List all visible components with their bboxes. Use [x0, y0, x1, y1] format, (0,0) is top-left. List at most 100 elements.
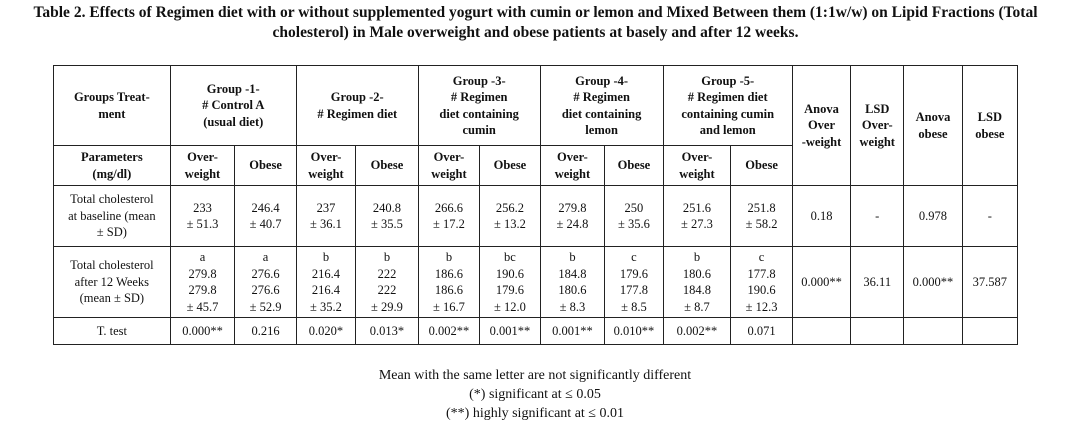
table-row-12-weeks: Total cholesterol after 12 Weeks (mean ± S…: [53, 246, 1019, 318]
table-footnotes: Mean with the same letter are not signif…: [300, 366, 770, 423]
text-line: ± 40.7: [249, 217, 282, 231]
table-row-t-test: T. test 0.000** 0.216 0.020* 0.013* 0.00…: [53, 317, 1019, 345]
text-line: bc: [504, 250, 516, 264]
text-line: 184.8: [682, 283, 712, 297]
group-header-row: Groups Treat-ment Group -1- # Control A (u…: [53, 65, 1019, 186]
data-cell: 240.8 ± 35.5: [355, 185, 419, 247]
anova-overweight-header: Anova Over -weight: [791, 65, 852, 186]
text-line: # Regimen: [573, 90, 630, 104]
text-line: Over-: [310, 150, 342, 164]
row-label-12-weeks: Total cholesterol after 12 Weeks (mean ± S…: [53, 246, 171, 318]
text-line: 222: [377, 266, 397, 281]
parameters-header: Parameters (mg/dl): [53, 145, 171, 186]
text-line: 237: [316, 200, 336, 215]
data-cell: 250 ± 35.6: [604, 185, 664, 247]
text-line: obese: [975, 126, 1005, 141]
data-cell: 256.2 ± 13.2: [479, 185, 541, 247]
text-line: (*) significant at ≤ 0.05: [469, 387, 601, 402]
text-line: ± SD): [96, 225, 127, 240]
text-line: weight: [184, 166, 221, 181]
text-line: weight: [308, 166, 344, 181]
text-line: a: [199, 250, 206, 264]
table-title-line-1: Table 2. Effects of Regimen diet with or…: [33, 4, 1038, 21]
text-line: ± 17.2: [433, 217, 465, 231]
text-line: Mean with the same letter are not signif…: [378, 368, 692, 383]
lsd-obese-value: 37.587: [961, 246, 1019, 318]
text-line: weight: [859, 134, 895, 149]
text-line: 256.2: [495, 200, 524, 215]
group-4-header: Group -4- # Regimen diet containing lemon: [539, 65, 664, 146]
text-line: b: [383, 250, 391, 264]
t-test-value: 0.010**: [604, 317, 664, 345]
text-line: ± 12.0: [493, 299, 526, 314]
text-line: lemon: [585, 123, 618, 137]
data-cell: 233 ± 51.3: [169, 185, 236, 247]
text-line: ± 24.8: [556, 217, 589, 231]
subheader-row: Parameters (mg/dl) Over-weight Obese Over…: [53, 145, 1018, 186]
text-line: weight: [431, 166, 467, 181]
text-line: Over-: [861, 118, 893, 133]
data-cell: b 184.8 180.6 ± 8.3: [539, 246, 606, 318]
text-line: 177.8: [747, 266, 776, 281]
text-line: Group -3-: [452, 73, 506, 88]
text-line: 190.6: [747, 283, 776, 297]
data-cell: b 186.6 186.6 ± 16.7: [417, 246, 481, 318]
t-test-value: 0.001**: [479, 317, 541, 345]
table-title-line-2: cholesterol) in Male overweight and obes…: [272, 24, 799, 41]
text-line: ± 35.5: [371, 217, 403, 231]
overweight-header: Over-weight: [662, 145, 732, 186]
data-cell: a 279.8 279.8 ± 45.7: [169, 246, 236, 318]
text-line: 177.8: [619, 283, 648, 297]
data-cell: b 222 222 ± 29.9: [355, 246, 419, 318]
text-line: -weight: [801, 134, 842, 149]
obese-header: Obese: [604, 145, 664, 186]
text-line: b: [693, 250, 701, 264]
t-test-value: 0.001**: [539, 317, 606, 345]
text-line: Total cholesterol: [70, 192, 154, 207]
group-3-header: Group -3- # Regimen diet containing cumin: [417, 65, 541, 146]
text-line: Over-: [557, 150, 588, 164]
text-line: 276.6: [251, 266, 280, 281]
data-cell: 237 ± 36.1: [295, 185, 357, 247]
overweight-header: Over-weight: [169, 145, 236, 186]
text-line: 216.4: [311, 283, 341, 297]
data-cell: 251.8 ± 58.2: [730, 185, 793, 247]
text-line: ± 52.9: [249, 299, 282, 314]
text-line: 251.8: [747, 200, 776, 215]
lipid-fractions-table: Groups Treat-ment Group -1- # Control A (u…: [53, 65, 1019, 345]
data-cell: a 276.6 276.6 ± 52.9: [234, 246, 297, 318]
text-line: Anova: [915, 110, 951, 124]
text-line: (mg/dl): [92, 166, 132, 181]
anova-overweight-value: 0.18: [791, 185, 852, 247]
t-test-value: 0.216: [234, 317, 297, 345]
text-line: ± 51.3: [186, 217, 219, 231]
text-line: a: [262, 250, 269, 264]
table-title: Table 2. Effects of Regimen diet with or…: [0, 3, 1071, 43]
data-cell: 246.4 ± 40.7: [234, 185, 297, 247]
text-line: ment: [98, 106, 126, 121]
text-line: # Regimen diet: [317, 106, 398, 121]
text-line: c: [758, 250, 765, 264]
text-line: ± 35.6: [617, 217, 650, 231]
text-line: after 12 Weeks: [74, 274, 150, 289]
empty-cell: [961, 317, 1019, 345]
text-line: Group -1-: [206, 81, 260, 96]
lsd-obese-header: LSD obese: [961, 65, 1019, 186]
anova-obese-value: 0.000**: [903, 246, 963, 318]
empty-cell: [903, 317, 963, 345]
text-line: 276.6: [251, 283, 280, 297]
text-line: 279.8: [558, 200, 587, 215]
empty-cell: [791, 317, 852, 345]
text-line: 233: [193, 200, 212, 215]
data-cell: bc 190.6 179.6 ± 12.0: [479, 246, 541, 318]
text-line: 190.6: [495, 266, 524, 281]
text-line: ± 8.5: [621, 299, 647, 314]
text-line: 250: [624, 200, 644, 215]
text-line: weight: [679, 166, 715, 181]
group-1-header: Group -1- # Control A (usual diet): [169, 65, 297, 146]
group-5-header: Group -5- # Regimen diet containing cumin a…: [662, 65, 793, 146]
text-line: 186.6: [434, 283, 464, 297]
text-line: 180.6: [558, 283, 587, 297]
text-line: Over-: [681, 150, 713, 164]
text-line: b: [445, 250, 453, 264]
